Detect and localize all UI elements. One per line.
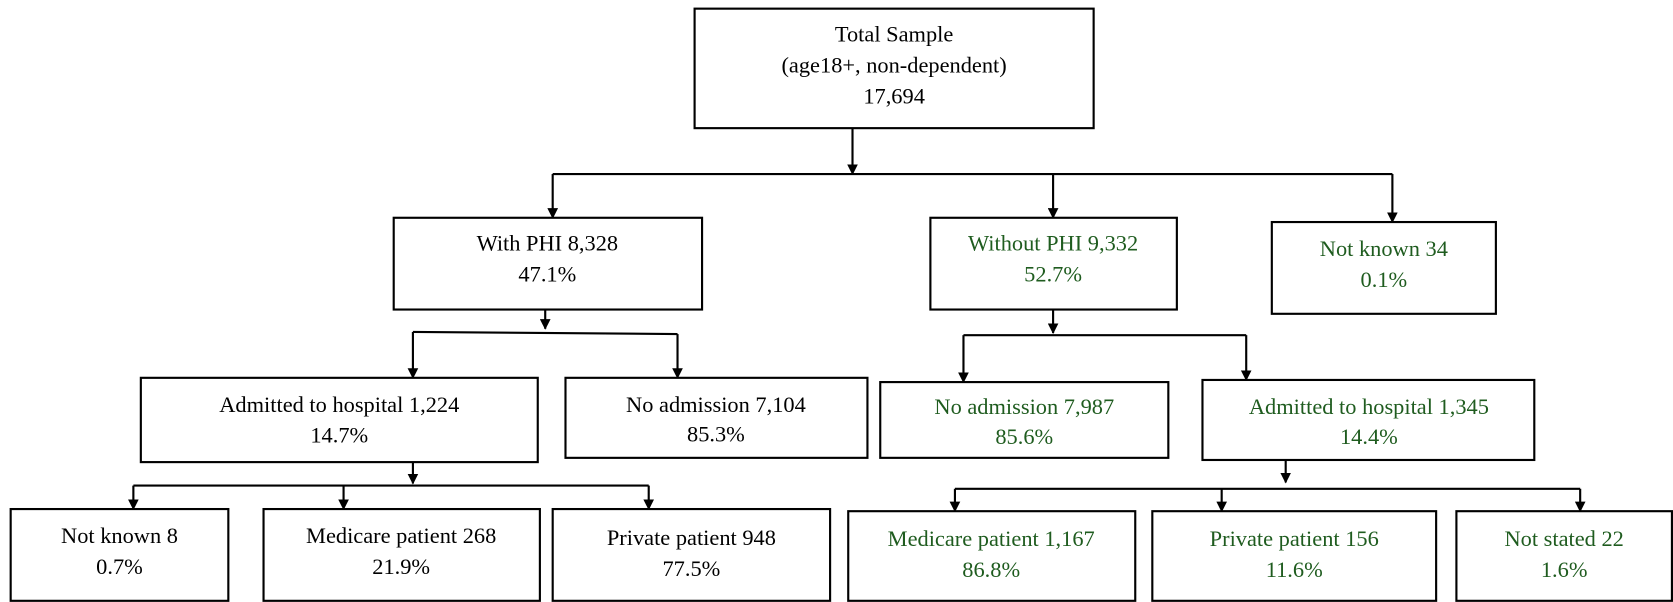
node-text: Not known 34 <box>1320 236 1448 261</box>
node-text: 14.7% <box>310 423 368 448</box>
node-text: No admission 7,987 <box>934 394 1114 419</box>
node-text: Medicare patient 268 <box>306 523 496 548</box>
node-text: 77.5% <box>662 556 720 581</box>
node-box <box>1270 220 1497 315</box>
node-box <box>564 376 869 459</box>
node-text: 52.7% <box>1024 262 1082 287</box>
node-text: No admission 7,104 <box>626 392 806 417</box>
node-box <box>1151 510 1438 602</box>
node: Not stated 22 1.6% <box>1455 510 1673 602</box>
node-box <box>879 381 1170 459</box>
node: Admitted to hospital 1,224 14.7% <box>139 376 539 464</box>
node-box <box>262 507 541 602</box>
node: Admitted to hospital 1,345 14.4% <box>1201 378 1536 462</box>
node-text: 17,694 <box>863 83 925 108</box>
node-text: 21.9% <box>372 554 430 579</box>
node-text: Not stated 22 <box>1504 526 1623 551</box>
node-text: Not known 8 <box>61 523 178 548</box>
node-box <box>392 216 704 311</box>
node-text: 85.6% <box>995 424 1053 449</box>
node-text: Private patient 948 <box>607 525 776 550</box>
node-box <box>551 507 832 602</box>
node-text: 1.6% <box>1541 557 1588 582</box>
node: No admission 7,987 85.6% <box>879 381 1170 459</box>
node-text: Without PHI 9,332 <box>968 231 1138 256</box>
node-text: Private patient 156 <box>1210 526 1379 551</box>
node: With PHI 8,328 47.1% <box>392 216 704 311</box>
connector <box>412 330 678 336</box>
node: No admission 7,104 85.3% <box>564 376 869 459</box>
node-text: 85.3% <box>687 422 745 447</box>
node-text: Admitted to hospital 1,345 <box>1249 394 1489 419</box>
node-text: 47.1% <box>518 262 576 287</box>
node-text: With PHI 8,328 <box>477 231 619 256</box>
node-box <box>139 376 539 464</box>
node-box <box>9 507 230 602</box>
node: Private patient 948 77.5% <box>551 507 832 602</box>
node: Medicare patient 268 21.9% <box>262 507 541 602</box>
node-text: Total Sample <box>835 22 954 47</box>
node: Not known 8 0.7% <box>9 507 230 602</box>
node-text: 14.4% <box>1340 424 1398 449</box>
node: Without PHI 9,332 52.7% <box>929 216 1178 311</box>
node: Not known 34 0.1% <box>1270 220 1497 315</box>
node: Private patient 156 11.6% <box>1151 510 1438 602</box>
node: Medicare patient 1,167 86.8% <box>847 510 1137 602</box>
connectors <box>128 128 1586 513</box>
node-text: 86.8% <box>962 557 1020 582</box>
node-box <box>1455 510 1673 602</box>
node-box <box>929 216 1178 311</box>
node-text: (age18+, non-dependent) <box>781 52 1006 77</box>
node-text: 11.6% <box>1266 557 1323 582</box>
node-box <box>1201 378 1536 462</box>
node: Total Sample (age18+, non-dependent) 17,… <box>693 7 1095 130</box>
node-box <box>847 510 1137 602</box>
node-text: Admitted to hospital 1,224 <box>219 392 459 417</box>
node-text: 0.1% <box>1361 267 1408 292</box>
node-text: 0.7% <box>96 554 143 579</box>
node-box <box>693 7 1095 130</box>
node-text: Medicare patient 1,167 <box>888 526 1095 551</box>
